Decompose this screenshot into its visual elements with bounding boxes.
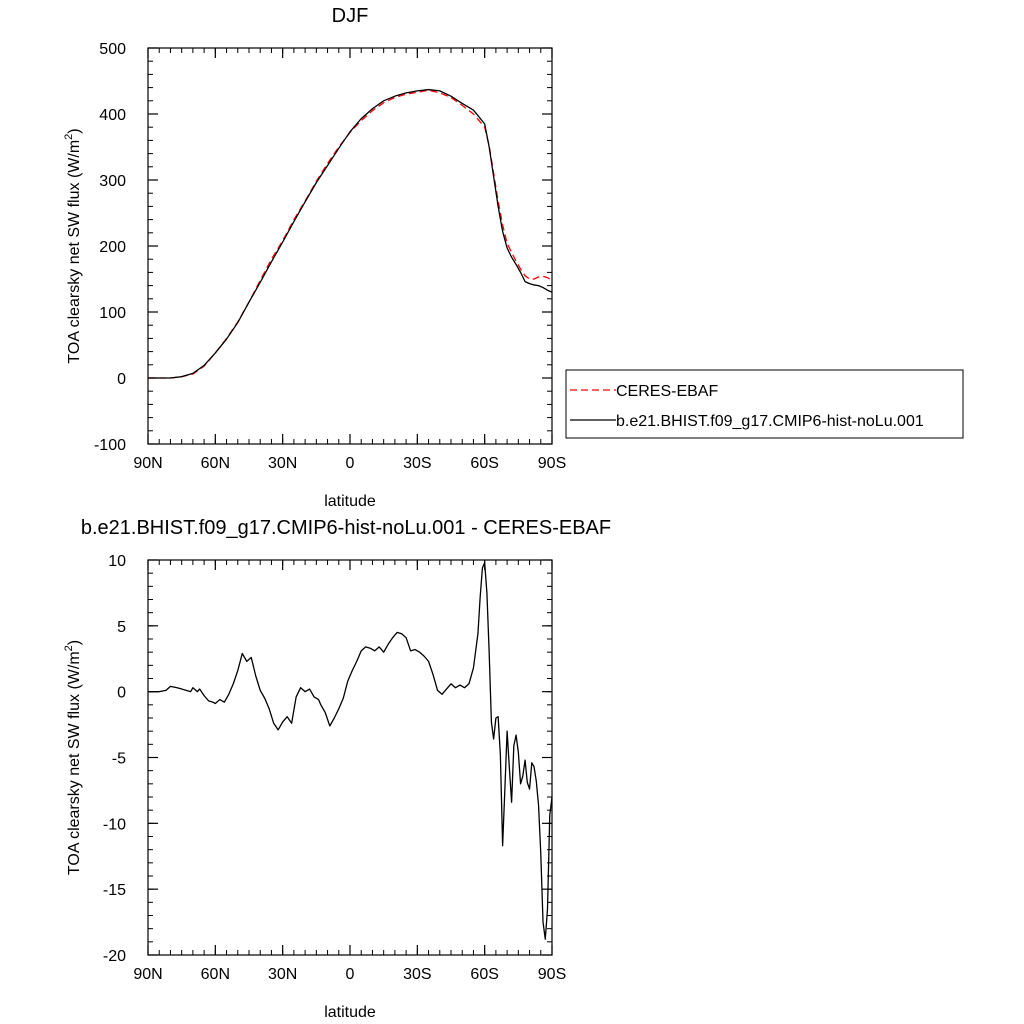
y-axis-label-sup: 2	[63, 645, 75, 651]
legend-box	[565, 369, 964, 439]
bottom-panel: b.e21.BHIST.f09_g17.CMIP6-hist-noLu.001 …	[63, 517, 611, 1021]
y-tick-label: 100	[99, 305, 126, 322]
x-tick-label: 0	[346, 455, 355, 472]
legend: CERES-EBAF b.e21.BHIST.f09_g17.CMIP6-hist…	[565, 369, 964, 439]
y-tick-label: -100	[94, 437, 126, 454]
x-tick-label: 60N	[201, 455, 230, 472]
x-tick-label: 90S	[538, 455, 566, 472]
y-tick-label: 300	[99, 173, 126, 190]
top-panel: DJF 90N 60N 30N 0 30S 60S 90S -100 0 100 200 300 400 5…	[63, 5, 964, 510]
x-tick-label: 60S	[470, 966, 498, 983]
x-tick-label: 60N	[201, 966, 230, 983]
y-axis-label: TOA clearsky net SW flux (W/m2)	[63, 128, 83, 363]
y-tick-label: -10	[103, 816, 126, 833]
chart-title: b.e21.BHIST.f09_g17.CMIP6-hist-noLu.001 …	[81, 517, 611, 539]
y-tick-label: -5	[112, 751, 126, 768]
y-tick-label: -20	[103, 948, 126, 965]
plot-frame	[147, 559, 553, 956]
x-tick-label: 90S	[538, 966, 566, 983]
y-tick-label: 200	[99, 239, 126, 256]
y-tick-label: 500	[99, 41, 126, 58]
y-tick-label: 0	[117, 685, 126, 702]
series-line-0	[148, 89, 553, 379]
y-axis-label-main: TOA clearsky net SW flux (W/m	[66, 651, 83, 875]
x-tick-label: 90N	[133, 966, 162, 983]
x-axis-label: latitude	[324, 1004, 376, 1021]
x-tick-label: 30N	[268, 966, 297, 983]
series-line-0	[148, 561, 553, 940]
y-axis-label: TOA clearsky net SW flux (W/m2)	[63, 640, 83, 875]
y-tick-label: -15	[103, 882, 126, 899]
y-tick-label: 10	[108, 553, 126, 570]
y-tick-label: 5	[117, 619, 126, 636]
y-axis-label-sup: 2	[63, 134, 75, 140]
chart-title: DJF	[332, 5, 369, 27]
x-tick-label: 30N	[268, 455, 297, 472]
x-tick-label: 0	[346, 966, 355, 983]
x-tick-label: 60S	[470, 455, 498, 472]
legend-label: CERES-EBAF	[616, 383, 718, 400]
x-axis-label: latitude	[324, 493, 376, 510]
x-tick-label: 90N	[133, 455, 162, 472]
series-line-1	[148, 88, 553, 379]
y-axis-label-end: )	[66, 640, 83, 645]
y-tick-label: 400	[99, 107, 126, 124]
y-axis-label-end: )	[66, 128, 83, 133]
plot-frame	[147, 47, 553, 445]
y-tick-label: 0	[117, 371, 126, 388]
x-tick-label: 30S	[403, 966, 431, 983]
legend-label: b.e21.BHIST.f09_g17.CMIP6-hist-noLu.001	[616, 413, 924, 430]
x-tick-label: 30S	[403, 455, 431, 472]
y-axis-label-main: TOA clearsky net SW flux (W/m	[66, 140, 83, 364]
